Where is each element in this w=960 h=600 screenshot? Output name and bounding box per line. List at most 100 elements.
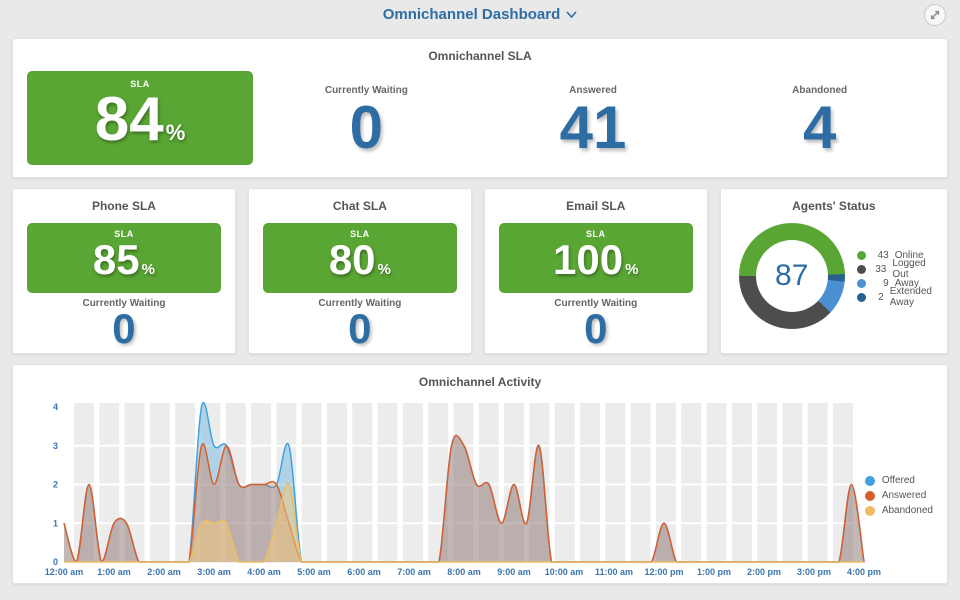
card-title: Chat SLA	[332, 199, 387, 213]
phone-sla-card: Phone SLA SLA 85 % Currently Waiting 0	[12, 188, 236, 354]
axis-tick-label: 1:00 am	[97, 567, 131, 577]
sla-gauge-label: SLA	[586, 229, 606, 239]
axis-tick-label: 4:00 am	[247, 567, 281, 577]
card-title: Agents' Status	[792, 199, 876, 213]
axis-tick-label: 4	[53, 402, 58, 412]
stat-label: Abandoned	[792, 85, 848, 96]
expand-icon	[930, 10, 940, 20]
axis-tick-label: 12:00 pm	[644, 567, 683, 577]
waiting-label: Currently Waiting	[82, 298, 166, 309]
legend-value: 33	[875, 263, 887, 275]
axis-tick-label: 2:00 pm	[747, 567, 781, 577]
agents-status-card: Agents' Status 87 43 Online 33 Logged Out 9 A…	[719, 188, 948, 354]
agents-body: 87 43 Online 33 Logged Out 9 Away 2 Extended Aw…	[721, 213, 947, 329]
axis-tick-label: 1	[53, 518, 58, 528]
sla-gauge-unit: %	[141, 261, 155, 278]
waiting-value: 0	[348, 305, 372, 352]
waiting-label: Currently Waiting	[318, 298, 402, 309]
axis-tick-label: 2	[53, 480, 58, 490]
axis-tick-label: 5:00 am	[297, 567, 331, 577]
legend-value: 2	[878, 291, 884, 303]
legend-dot-icon	[856, 278, 866, 288]
channel-row: Phone SLA SLA 85 % Currently Waiting 0 C…	[12, 188, 948, 354]
expand-button[interactable]	[924, 4, 946, 26]
legend-label: Offered	[881, 475, 915, 486]
axis-tick-label: 3	[53, 441, 58, 451]
chevron-down-icon	[566, 10, 577, 18]
axis-tick-label: 4:00 pm	[847, 567, 881, 577]
stat-label: Currently Waiting	[324, 85, 408, 96]
legend-dot-icon	[856, 292, 866, 302]
agents-donut-chart: 87	[738, 223, 845, 329]
legend-dot-icon	[864, 505, 875, 516]
sla-gauge-unit: %	[165, 120, 186, 145]
axis-tick-label: 7:00 am	[397, 567, 431, 577]
agents-total: 87	[775, 259, 809, 292]
card-title: Omnichannel Activity	[418, 375, 542, 389]
dashboard-body: Omnichannel SLA SLA 84 % Currently Waiti…	[0, 28, 960, 584]
stat-answered: Answered 41	[480, 71, 707, 158]
sla-gauge: SLA 80 %	[262, 223, 457, 293]
sla-gauge: SLA 84 %	[27, 71, 253, 165]
agents-legend-item: 2 Extended Away	[856, 286, 937, 308]
omnichannel-activity-card: Omnichannel Activity 1 2:00 am 1:00 am 2:00…	[12, 364, 948, 584]
legend-label: Away	[894, 277, 919, 289]
legend-label: Abandoned	[881, 505, 933, 516]
stat-abandoned: Abandoned 4	[706, 71, 933, 158]
card-title: Email SLA	[566, 199, 626, 213]
sla-gauge-label: SLA	[350, 229, 370, 239]
sla-gauge-label: SLA	[114, 229, 134, 239]
stat-currently-waiting: Currently Waiting 0	[253, 71, 480, 158]
legend-value: 43	[877, 249, 889, 261]
legend-label: Answered	[881, 490, 927, 501]
legend-label: Extended Away	[889, 286, 932, 308]
stat-value: 4	[802, 94, 837, 161]
agents-legend: 43 Online 33 Logged Out 9 Away 2 Extended Away	[856, 248, 937, 308]
agents-legend-item: 43 Online	[856, 248, 937, 262]
waiting-value: 0	[112, 305, 136, 352]
stat-label: Answered	[569, 85, 617, 96]
app-header: Omnichannel Dashboard	[0, 0, 960, 28]
sla-row: SLA 84 % Currently Waiting 0 Answered 41…	[13, 63, 947, 165]
legend-value: 9	[883, 277, 889, 289]
sla-gauge-label: SLA	[130, 79, 150, 89]
sla-gauge-unit: %	[625, 261, 639, 278]
omnichannel-sla-card: Omnichannel SLA SLA 84 % Currently Waiti…	[12, 38, 948, 178]
chart-legend-item[interactable]: Offered	[864, 473, 933, 488]
axis-tick-label: 1:00 pm	[697, 567, 731, 577]
legend-dot-icon	[864, 490, 875, 501]
stat-value: 41	[559, 94, 627, 161]
legend-dot-icon	[856, 250, 866, 260]
page-title: Omnichannel Dashboard	[382, 5, 561, 23]
activity-chart-legend: Offered Answered Abandoned	[864, 473, 933, 518]
legend-dot-icon	[864, 475, 875, 486]
chart-legend-item[interactable]: Answered	[864, 488, 933, 503]
legend-label: Online	[894, 249, 924, 261]
stat-value: 0	[349, 94, 384, 161]
sla-gauge-value: 84	[94, 85, 164, 154]
axis-tick-label: 10:00 am	[545, 567, 584, 577]
legend-dot-icon	[856, 264, 866, 274]
axis-tick-label: 11:00 am	[595, 567, 633, 577]
axis-tick-label: 9:00 am	[497, 567, 531, 577]
chart-legend-item[interactable]: Abandoned	[864, 503, 933, 518]
legend-label: Logged Out	[892, 258, 926, 280]
waiting-label: Currently Waiting	[554, 298, 638, 309]
waiting-value: 0	[584, 305, 608, 352]
sla-gauge: SLA 85 %	[27, 223, 221, 293]
email-sla-card: Email SLA SLA 100 % Currently Waiting 0	[483, 188, 708, 354]
axis-tick-label: 3:00 pm	[797, 567, 831, 577]
agents-legend-item: 33 Logged Out	[856, 258, 937, 280]
dashboard-selector[interactable]: Omnichannel Dashboard	[383, 6, 578, 23]
sla-gauge-value: 80	[328, 236, 376, 283]
chat-sla-card: Chat SLA SLA 80 % Currently Waiting 0	[247, 188, 472, 354]
axis-tick-label: 8:00 am	[447, 567, 481, 577]
agents-legend-item: 9 Away	[856, 276, 937, 290]
axis-tick-label: 3:00 am	[197, 567, 231, 577]
sla-gauge: SLA 100 %	[498, 223, 693, 293]
axis-tick-label: 2:00 am	[147, 567, 181, 577]
card-title: Phone SLA	[91, 199, 156, 213]
sla-gauge-value: 85	[92, 236, 140, 283]
activity-area-chart: 12:00 am 1:00 am 2:00 am 3:00 am 4:00 am 5:00…	[45, 402, 881, 577]
axis-tick-label: 6:00 am	[347, 567, 381, 577]
